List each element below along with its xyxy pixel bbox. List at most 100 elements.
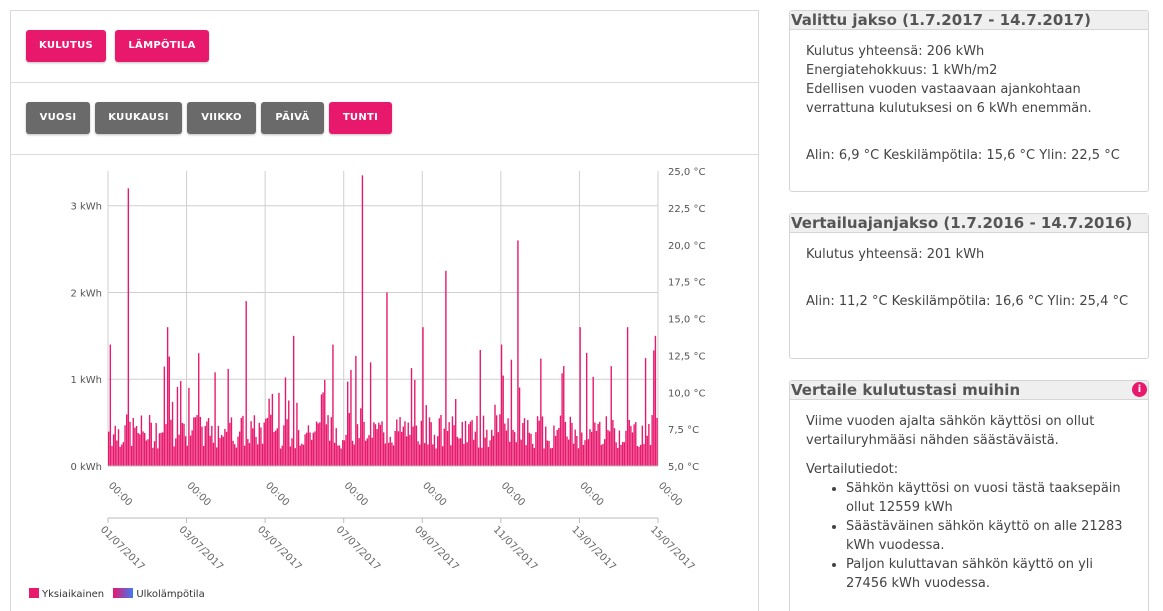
consumption-bar <box>641 425 644 466</box>
consumption-bar <box>653 350 655 466</box>
consumption-bar <box>430 422 432 466</box>
consumption-bar <box>477 447 480 466</box>
tab-vuosi[interactable]: VUOSI <box>26 102 90 134</box>
consumption-bar <box>566 436 568 466</box>
consumption-bar <box>184 436 187 466</box>
consumption-bar <box>538 420 540 466</box>
consumption-bar <box>499 414 501 466</box>
consumption-bar <box>469 421 472 466</box>
consumption-bar <box>286 419 288 466</box>
consumption-bar <box>441 446 444 466</box>
consumption-bar <box>222 436 224 466</box>
consumption-bar <box>335 428 337 466</box>
consumption-bar <box>649 445 652 466</box>
tab-paiva[interactable]: PÄIVÄ <box>261 102 324 134</box>
consumption-bar <box>597 423 599 466</box>
consumption-bar <box>564 421 567 466</box>
consumption-bar <box>291 438 293 466</box>
consumption-bar <box>523 418 526 466</box>
consumption-bar <box>119 446 121 466</box>
legend-item-yksiaikainen[interactable]: Yksiaikainen <box>29 588 105 600</box>
consumption-bar <box>450 445 452 466</box>
consumption-bar <box>175 438 177 466</box>
consumption-bar <box>595 430 598 466</box>
consumption-bar <box>540 358 542 466</box>
consumption-bar <box>394 430 396 466</box>
consumption-bar <box>512 429 514 466</box>
consumption-bar <box>466 442 468 466</box>
consumption-bar <box>610 366 612 466</box>
y-tick-label-left: 1 kWh <box>70 375 102 386</box>
consumption-bar <box>230 417 233 466</box>
consumption-bar <box>654 335 657 466</box>
consumption-bar <box>571 422 573 466</box>
consumption-bar <box>592 376 594 466</box>
consumption-bar <box>572 443 575 466</box>
consumption-bar <box>423 443 426 466</box>
consumption-bar <box>594 422 596 466</box>
consumption-bar <box>296 402 298 466</box>
consumption-bar <box>166 327 169 466</box>
consumption-bar <box>253 415 256 466</box>
info-icon[interactable]: i <box>1132 382 1147 397</box>
consumption-bar <box>139 434 141 466</box>
consumption-chart[interactable]: 0 kWh 1 kWh 2 kWh 3 kWh 5,0 °C 7,5 °C 10,0 °C 1… <box>11 157 758 577</box>
legend-label: Ulkolämpötila <box>136 589 205 600</box>
consumption-bar <box>397 431 400 466</box>
consumption-bar <box>274 430 277 466</box>
consumption-bar <box>530 433 532 466</box>
x-time-label: 00:00 <box>342 480 370 508</box>
legend-label: Yksiaikainen <box>42 589 105 600</box>
consumption-bar <box>618 430 621 466</box>
list-item: Säästäväinen sähkön käyttö on alle 21283… <box>846 517 1133 555</box>
tab-lampotila[interactable]: LÄMPÖTILA <box>115 30 209 62</box>
compare-details-list: Sähkön käyttösi on vuosi tästä taaksepäi… <box>846 479 1133 593</box>
consumption-bar <box>581 432 583 466</box>
tab-tunti[interactable]: TUNTI <box>329 102 392 134</box>
consumption-bar <box>314 431 316 466</box>
consumption-bar <box>638 446 640 466</box>
consumption-bar <box>381 421 383 466</box>
consumption-bar <box>330 417 333 466</box>
consumption-bar <box>445 270 447 466</box>
consumption-bar <box>266 417 269 466</box>
consumption-bar <box>527 420 529 466</box>
consumption-bar <box>188 387 190 466</box>
consumption-bar <box>248 443 251 466</box>
tab-kuukausi[interactable]: KUUKAUSI <box>95 102 182 134</box>
consumption-bar <box>265 418 267 466</box>
consumption-bar <box>378 422 380 466</box>
consumption-bar <box>140 415 143 466</box>
consumption-bar <box>238 431 241 466</box>
consumption-bar <box>217 425 220 466</box>
legend-item-ulkolampotila[interactable]: Ulkolämpötila <box>113 588 205 600</box>
consumption-bar <box>342 440 344 466</box>
consumption-bar <box>124 425 126 466</box>
consumption-bar <box>383 432 385 466</box>
consumption-bar <box>112 434 115 466</box>
consumption-bar <box>260 427 262 466</box>
tab-viikko[interactable]: VIIKKO <box>187 102 256 134</box>
consumption-bar <box>558 428 560 466</box>
consumption-bar <box>348 413 351 466</box>
consumption-bar <box>605 416 608 466</box>
consumption-bar <box>368 435 370 466</box>
x-date-label: 15/07/2017 <box>648 524 697 573</box>
consumption-bar <box>376 429 378 466</box>
consumption-bar <box>155 423 157 466</box>
consumption-bar <box>176 386 179 466</box>
x-time-label: 00:00 <box>263 480 291 508</box>
consumption-bar <box>553 425 555 466</box>
y-tick-label-right: 12,5 °C <box>668 351 705 362</box>
consumption-bar <box>225 431 228 466</box>
tab-kulutus[interactable]: KULUTUS <box>26 30 106 62</box>
consumption-bar <box>409 434 411 466</box>
consumption-bar <box>263 422 265 466</box>
consumption-bar <box>549 448 552 466</box>
consumption-bar <box>507 418 509 466</box>
consumption-bar <box>582 444 585 466</box>
consumption-bar <box>459 438 462 466</box>
x-date-label: 13/07/2017 <box>569 524 618 573</box>
consumption-bar <box>535 432 537 466</box>
consumption-bar <box>504 423 506 466</box>
